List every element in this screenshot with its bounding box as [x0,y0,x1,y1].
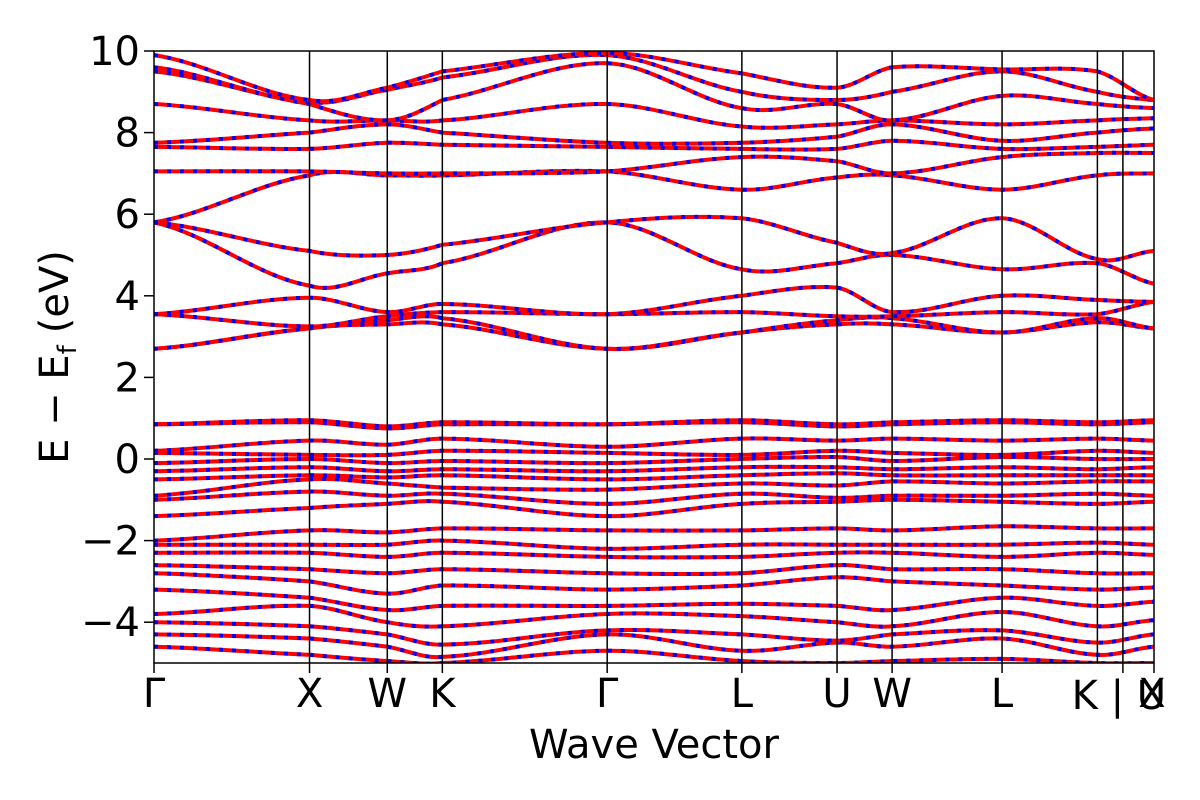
band-line-spin-up [154,284,1154,317]
band-line-spin-down [154,603,1154,629]
band-line-spin-down [154,632,1154,660]
band-line-spin-down [154,51,1154,104]
y-axis-title-main: E − E [32,354,78,464]
x-tick-label: U [822,671,851,717]
plot-frame [153,50,1155,664]
x-tick-label: X [296,671,323,717]
band-line-spin-up [154,524,1154,543]
x-tick-label: L [731,671,754,717]
band-line-spin-down [154,101,1154,130]
y-tick-label: 0 [115,437,140,483]
x-tick-label: L [991,671,1014,717]
y-axis-title-unit: (eV) [32,250,78,333]
band-line-spin-up [154,587,1154,613]
band-line-spin-up [154,497,1154,519]
y-axis-title: E − Ef (eV) [32,250,83,464]
bands-layer [154,51,1154,663]
band-line-spin-up [154,448,1154,458]
x-tick-label: Γ [143,671,166,717]
band-line-spin-up [154,61,1154,123]
band-line-spin-up [154,644,1154,663]
band-line-spin-down [154,150,1154,176]
y-tick-label: 8 [115,111,140,157]
x-tick-label: K [429,671,457,717]
band-line-spin-up [154,476,1154,498]
x-tick-label: W [872,671,912,717]
plot-background [154,51,1154,663]
high-symmetry-lines [308,51,1124,663]
band-line-spin-up [154,550,1154,560]
band-line-spin-down [154,214,1154,263]
band-line-spin-up [154,471,1154,482]
y-axis-title-subscript: f [53,344,83,354]
band-line-spin-up [154,563,1154,577]
band-line-spin-up [154,418,1154,429]
band-line-spin-up [154,620,1154,647]
y-axis-ticks: −4 −2 0 2 4 6 8 10 [81,29,154,646]
band-line-spin-up [154,464,1154,474]
y-tick-label: 6 [115,192,140,238]
y-tick-label: 4 [115,274,140,320]
band-line-spin-up [154,138,1154,152]
band-line-spin-up [154,571,1154,596]
band-line-spin-up [154,454,1154,466]
band-line-spin-up [154,489,1154,506]
x-tick-label: Γ [596,671,619,717]
y-tick-label: −4 [81,600,140,646]
x-tick-label: W [368,671,408,717]
band-line-spin-up [154,436,1154,453]
x-axis-title: Wave Vector [529,722,780,768]
band-line-spin-up [154,538,1154,551]
band-line-spin-down [154,122,1154,146]
band-line-spin-up [154,299,1154,329]
y-tick-label: 2 [115,355,140,401]
x-tick-label: X [1138,671,1165,717]
y-tick-label: 10 [89,29,140,75]
x-tick-label-break: K | U [1072,673,1166,719]
y-tick-label: −2 [81,519,140,565]
